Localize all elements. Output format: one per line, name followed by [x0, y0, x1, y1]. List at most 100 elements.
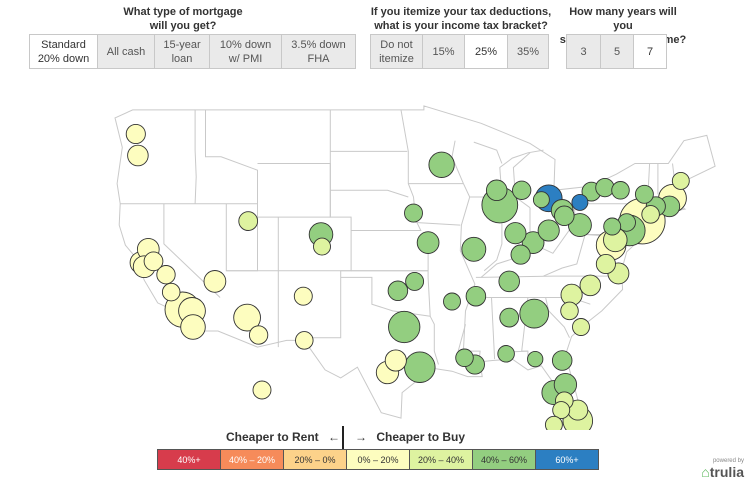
metro-marker[interactable] — [544, 415, 563, 430]
option-label: 15% — [432, 45, 455, 58]
tax-option-35[interactable]: 35% — [508, 35, 548, 68]
legend-buy-label: → Cheaper to Buy — [355, 430, 465, 444]
metro-marker[interactable] — [571, 193, 589, 211]
years-question-line1: How many years will you — [569, 6, 677, 32]
option-label: Standard — [41, 38, 86, 51]
metro-marker[interactable] — [238, 211, 259, 231]
legend-swatch: 20% – 40% — [410, 450, 473, 469]
metro-marker[interactable] — [387, 280, 409, 302]
legend-swatch: 40% – 60% — [473, 450, 536, 469]
metro-marker[interactable] — [293, 286, 313, 306]
metro-marker[interactable] — [248, 325, 269, 345]
mortgage-option-all-cash[interactable]: All cash — [98, 35, 155, 68]
metro-marker[interactable] — [497, 345, 515, 363]
tax-question-line1: If you itemize your tax deductions, — [370, 6, 552, 18]
metro-marker[interactable] — [552, 401, 571, 420]
metro-marker[interactable] — [428, 151, 455, 178]
state-boundary — [163, 203, 221, 298]
metro-marker[interactable] — [532, 191, 550, 209]
metro-marker[interactable] — [611, 181, 630, 200]
metro-marker[interactable] — [203, 270, 227, 293]
mortgage-option-10-down[interactable]: 10% down w/ PMI — [210, 35, 282, 68]
tax-option-25[interactable]: 25% — [465, 35, 508, 68]
metro-marker[interactable] — [641, 205, 660, 224]
left-arrow-icon: ← — [328, 430, 341, 444]
metro-marker[interactable] — [504, 222, 527, 245]
legend-swatch: 60%+ — [536, 450, 598, 469]
mortgage-option-standard[interactable]: Standard 20% down — [30, 35, 98, 68]
trulia-name: ⌂trulia — [701, 464, 744, 480]
metro-marker[interactable] — [125, 123, 146, 145]
trulia-logo: powered by ⌂trulia — [701, 458, 744, 482]
legend-swatch: 40%+ — [158, 450, 221, 469]
metro-marker[interactable] — [404, 351, 436, 383]
metro-marker[interactable] — [461, 236, 487, 262]
metro-marker[interactable] — [252, 380, 272, 400]
metro-marker[interactable] — [498, 270, 520, 293]
metro-marker[interactable] — [295, 331, 314, 350]
metro-marker[interactable] — [127, 144, 149, 167]
metro-marker[interactable] — [512, 180, 532, 200]
metro-marker[interactable] — [603, 217, 622, 236]
option-label: Do not — [380, 38, 413, 51]
state-boundary — [473, 141, 503, 164]
years-option-5[interactable]: 5 — [601, 35, 634, 68]
metro-marker[interactable] — [595, 253, 616, 275]
years-option-3[interactable]: 3 — [567, 35, 601, 68]
metro-marker[interactable] — [595, 177, 615, 198]
metro-marker[interactable] — [634, 184, 654, 204]
metro-marker[interactable] — [143, 251, 164, 272]
metro-marker[interactable] — [180, 314, 206, 340]
years-option-7[interactable]: 7 — [634, 35, 666, 68]
metro-marker[interactable] — [405, 271, 425, 291]
powered-by-text: powered by — [712, 458, 744, 464]
option-sublabel: itemize — [379, 52, 414, 65]
metro-marker[interactable] — [537, 219, 560, 242]
state-boundary — [483, 207, 503, 272]
option-label: 5 — [613, 45, 621, 58]
metro-marker[interactable] — [554, 205, 575, 227]
legend-divider — [342, 426, 344, 470]
metro-marker[interactable] — [551, 350, 573, 371]
metro-marker[interactable] — [572, 318, 590, 336]
mortgage-question: What type of mortgage will you get? — [118, 5, 248, 33]
metro-marker[interactable] — [519, 298, 550, 329]
metro-marker[interactable] — [416, 231, 440, 254]
metro-marker[interactable] — [455, 348, 474, 368]
metro-marker[interactable] — [384, 349, 407, 372]
cheaper-to-rent-text: Cheaper to Rent — [226, 430, 319, 444]
metro-marker[interactable] — [465, 285, 487, 307]
metro-marker[interactable] — [161, 282, 181, 302]
us-rent-vs-buy-map — [114, 105, 716, 430]
years-options: 3 5 7 — [566, 34, 667, 69]
mortgage-option-fha[interactable]: 3.5% down FHA — [282, 35, 355, 68]
metro-marker[interactable] — [313, 237, 331, 256]
metro-marker[interactable] — [443, 292, 461, 311]
tax-question: If you itemize your tax deductions, what… — [368, 5, 554, 33]
metro-marker[interactable] — [527, 350, 544, 368]
metro-marker[interactable] — [560, 301, 579, 321]
metro-marker[interactable] — [485, 179, 508, 202]
state-boundary — [512, 152, 531, 209]
tax-option-do-not-itemize[interactable]: Do not itemize — [371, 35, 423, 68]
metro-marker[interactable] — [579, 274, 602, 297]
metro-marker[interactable] — [404, 203, 423, 223]
tax-option-15[interactable]: 15% — [423, 35, 465, 68]
metro-marker[interactable] — [233, 303, 261, 332]
metro-markers — [125, 123, 690, 430]
metro-marker[interactable] — [388, 310, 421, 344]
trulia-text: trulia — [709, 464, 744, 480]
option-label: All cash — [106, 45, 146, 58]
metro-marker[interactable] — [671, 171, 690, 190]
state-boundary — [475, 275, 623, 278]
option-label: 35% — [516, 45, 540, 58]
mortgage-question-line1: What type of mortgage — [123, 6, 243, 18]
metro-marker[interactable] — [156, 265, 176, 285]
mortgage-option-15-year[interactable]: 15-year loan — [155, 35, 210, 68]
metro-marker[interactable] — [499, 307, 520, 328]
legend-swatch: 20% – 0% — [284, 450, 347, 469]
legend-swatch: 0% – 20% — [347, 450, 410, 469]
state-boundary — [205, 109, 258, 218]
metro-marker[interactable] — [510, 244, 531, 265]
option-label: 15-year — [163, 38, 201, 51]
